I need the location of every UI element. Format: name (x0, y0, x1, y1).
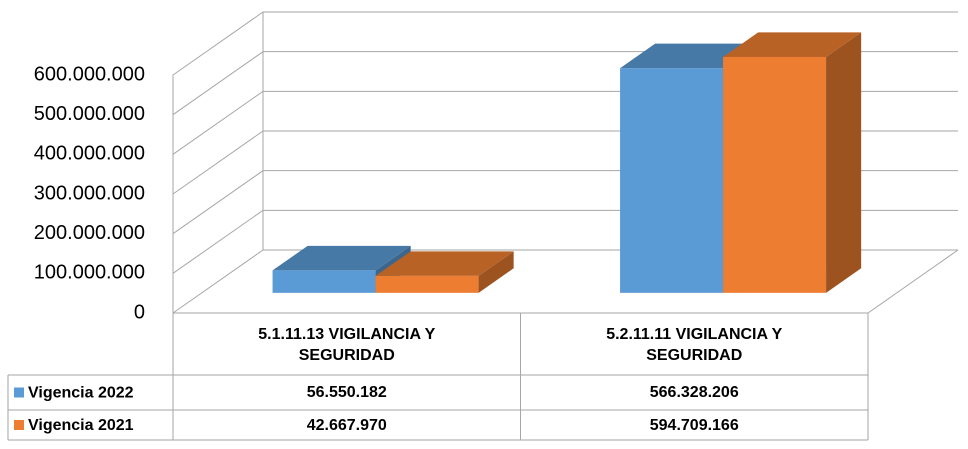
data-label-box: 42.667.970 (306, 416, 387, 434)
bar (375, 275, 479, 293)
data-label: 566.328.206 (649, 384, 739, 401)
bar-side (478, 251, 514, 293)
floor-edge (867, 249, 959, 314)
bar (723, 56, 827, 293)
y-tick-label: 400.000.000 (34, 143, 145, 165)
bar (620, 68, 724, 293)
x-tick-label: 5.1.11.13 VIGILANCIA Y SEGURIDAD (258, 326, 436, 364)
data-label-box: 566.328.206 (649, 384, 739, 401)
x-tick-label-box: 5.2.11.11 VIGILANCIA Y SEGURIDAD (606, 326, 783, 364)
y-tick-label: 500.000.000 (34, 103, 145, 125)
grid-line (172, 11, 958, 76)
y-tick-label: 300.000.000 (34, 182, 145, 204)
x-tick-label-box: 5.1.11.13 VIGILANCIA Y SEGURIDAD (258, 326, 436, 364)
data-label: 42.667.970 (306, 416, 387, 434)
x-tick-label: 5.2.11.11 VIGILANCIA Y SEGURIDAD (606, 326, 783, 364)
bar-top (375, 251, 514, 276)
data-label: 56.550.182 (306, 384, 387, 401)
y-tick-label: 100.000.000 (34, 262, 145, 284)
bar-side (826, 32, 862, 293)
y-tick-label: 600.000.000 (34, 63, 145, 85)
data-label-box: 56.550.182 (306, 384, 387, 401)
bar-top (723, 32, 862, 57)
legend-swatch (14, 387, 24, 398)
data-label: 594.709.166 (649, 416, 739, 434)
bar-top (272, 245, 411, 271)
data-label-box: 594.709.166 (649, 416, 739, 434)
bar (272, 270, 376, 293)
y-tick-label: 200.000.000 (34, 222, 145, 244)
legend-label: Vigencia 2021 (28, 417, 134, 434)
legend-swatch (14, 420, 24, 430)
legend-label: Vigencia 2022 (28, 385, 134, 402)
y-tick-label: 0 (134, 301, 145, 323)
